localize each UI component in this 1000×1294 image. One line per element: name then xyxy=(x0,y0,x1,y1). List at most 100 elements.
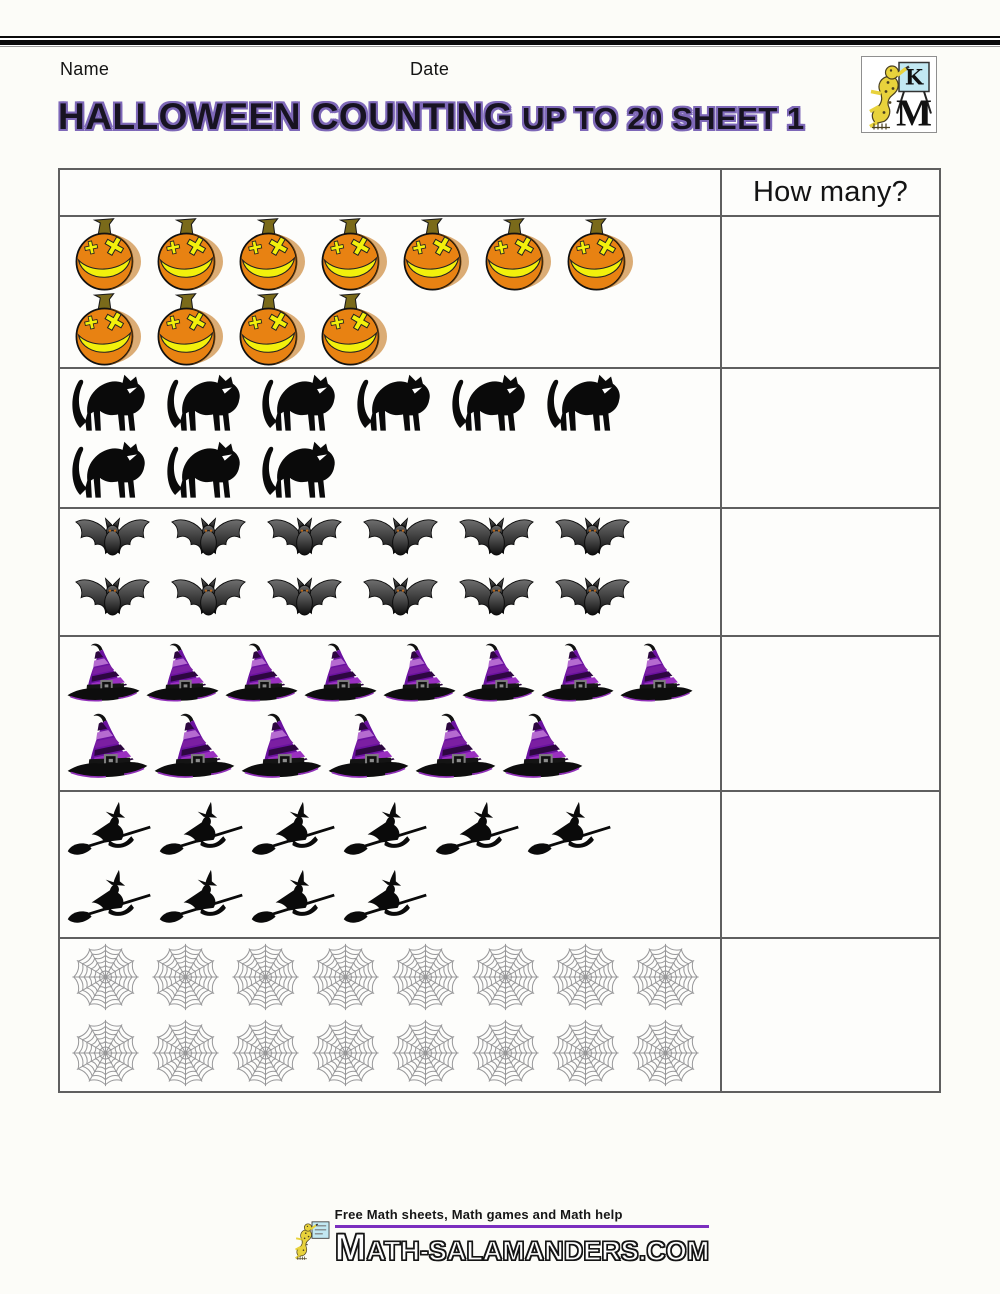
black-cat-icon xyxy=(66,372,161,437)
bat-icon xyxy=(546,515,639,569)
bat-items-cell xyxy=(60,509,720,635)
name-label: Name xyxy=(60,59,110,79)
table-row-witch-hat xyxy=(60,637,939,792)
spider-web-icon xyxy=(546,1017,625,1089)
counting-table: How many? xyxy=(58,168,941,1093)
bat-icon xyxy=(162,575,255,629)
table-header-row: How many? xyxy=(60,170,939,217)
spider-web-icon xyxy=(626,1017,705,1089)
witch-on-broom-icon xyxy=(342,869,432,929)
site-wordmark: MATH-SALAMANDERS.COM xyxy=(334,1227,710,1269)
witch-hat-icon xyxy=(224,641,299,709)
witch-hat-icon xyxy=(66,641,141,709)
pumpkin-icon xyxy=(148,218,225,291)
logo-monogram-m: M xyxy=(896,93,932,133)
witch-on-broom-line-2 xyxy=(66,869,720,929)
date-label: Date xyxy=(410,59,450,79)
spider-web-icon xyxy=(66,1017,145,1089)
spider-web-icon xyxy=(226,941,305,1013)
witch-hat-icon xyxy=(66,711,149,786)
spider-web-items-cell xyxy=(60,939,720,1091)
witch-on-broom-icon xyxy=(342,801,432,861)
logo-letter-k: K xyxy=(905,65,924,90)
pumpkin-icon xyxy=(66,218,143,291)
witch-on-broom-items-cell xyxy=(60,792,720,937)
black-cat-icon xyxy=(541,372,636,437)
table-row-spider-web xyxy=(60,939,939,1091)
answer-cell-spider-web[interactable] xyxy=(720,939,939,1091)
pumpkin-icon xyxy=(312,218,389,291)
spider-web-line-1 xyxy=(66,941,720,1013)
spider-web-icon xyxy=(466,1017,545,1089)
footer-tagline: Free Math sheets, Math games and Math he… xyxy=(334,1207,623,1222)
black-cat-icon xyxy=(66,439,161,504)
title-suffix: UP TO 20 SHEET 1 xyxy=(513,101,805,136)
witch-hat-icon xyxy=(619,641,694,709)
bat-icon xyxy=(66,515,159,569)
header-empty-cell xyxy=(60,170,720,215)
black-cat-icon xyxy=(351,372,446,437)
answer-cell-witch-on-broom[interactable] xyxy=(720,792,939,937)
bat-icon xyxy=(546,575,639,629)
answer-cell-pumpkin[interactable] xyxy=(720,217,939,367)
bat-line-2 xyxy=(66,575,720,629)
black-cat-icon xyxy=(256,439,351,504)
witch-hat-icon xyxy=(501,711,584,786)
witch-on-broom-icon xyxy=(66,869,156,929)
witch-hat-icon xyxy=(303,641,378,709)
witch-hat-line-1 xyxy=(66,641,720,709)
witch-on-broom-icon xyxy=(158,801,248,861)
pumpkin-icon xyxy=(476,218,553,291)
black-cat-icon xyxy=(446,372,541,437)
table-row-bat xyxy=(60,509,939,637)
pumpkin-icon xyxy=(230,218,307,291)
worksheet-title: HALLOWEEN COUNTING UP TO 20 SHEET 1 xyxy=(58,96,805,138)
bat-icon xyxy=(162,515,255,569)
witch-on-broom-icon xyxy=(434,801,524,861)
footer-salamander-icon xyxy=(291,1211,333,1274)
table-row-pumpkin xyxy=(60,217,939,369)
witch-on-broom-line-1 xyxy=(66,801,720,861)
black-cat-items-cell xyxy=(60,369,720,507)
pumpkin-icon xyxy=(312,293,389,366)
spider-web-icon xyxy=(386,1017,465,1089)
witch-hat-icon xyxy=(382,641,457,709)
spider-web-icon xyxy=(466,941,545,1013)
pumpkin-icon xyxy=(558,218,635,291)
witch-hat-icon xyxy=(145,641,220,709)
witch-hat-icon xyxy=(414,711,497,786)
bat-icon xyxy=(258,515,351,569)
answer-cell-black-cat[interactable] xyxy=(720,369,939,507)
spider-web-icon xyxy=(546,941,625,1013)
pumpkin-items-cell xyxy=(60,217,720,367)
bat-icon xyxy=(66,575,159,629)
witch-hat-icon xyxy=(240,711,323,786)
pumpkin-line-2 xyxy=(66,293,720,366)
footer: Free Math sheets, Math games and Math he… xyxy=(0,1207,1000,1274)
spider-web-icon xyxy=(386,941,465,1013)
witch-hat-icon xyxy=(461,641,536,709)
bat-icon xyxy=(450,575,543,629)
answer-cell-bat[interactable] xyxy=(720,509,939,635)
how-many-label: How many? xyxy=(753,176,908,208)
spider-web-icon xyxy=(66,941,145,1013)
witch-hat-icon xyxy=(153,711,236,786)
pumpkin-icon xyxy=(394,218,471,291)
witch-on-broom-icon xyxy=(250,801,340,861)
spider-web-icon xyxy=(226,1017,305,1089)
witch-hat-icon xyxy=(540,641,615,709)
bat-icon xyxy=(354,515,447,569)
witch-on-broom-icon xyxy=(250,869,340,929)
table-row-witch-on-broom xyxy=(60,792,939,939)
witch-on-broom-icon xyxy=(526,801,616,861)
black-cat-line-2 xyxy=(66,439,720,504)
black-cat-icon xyxy=(161,439,256,504)
answer-cell-witch-hat[interactable] xyxy=(720,637,939,790)
witch-hat-items-cell xyxy=(60,637,720,790)
witch-hat-icon xyxy=(327,711,410,786)
witch-hat-line-2 xyxy=(66,711,720,786)
top-divider-bar xyxy=(0,36,1000,47)
pumpkin-line-1 xyxy=(66,218,720,291)
